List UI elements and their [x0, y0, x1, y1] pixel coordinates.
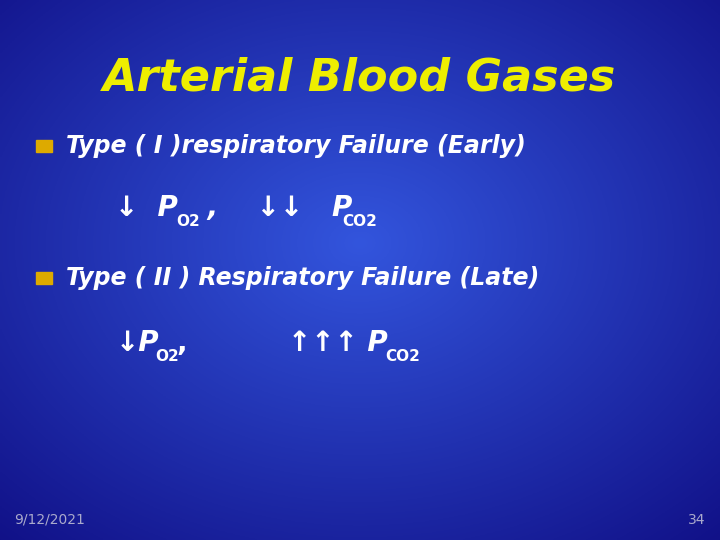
Bar	[36, 272, 52, 284]
Text: CO2: CO2	[342, 214, 377, 229]
Text: ,    ↓↓   P: , ↓↓ P	[198, 194, 352, 222]
Text: Arterial Blood Gases: Arterial Blood Gases	[104, 57, 616, 100]
Text: ,: ,	[176, 329, 187, 357]
Text: O2: O2	[176, 214, 200, 229]
Text: 9/12/2021: 9/12/2021	[14, 512, 85, 526]
Text: Type ( I )respiratory Failure (Early): Type ( I )respiratory Failure (Early)	[66, 134, 526, 158]
Text: 34: 34	[688, 512, 706, 526]
Text: ↓  P: ↓ P	[115, 194, 178, 222]
Text: Type ( II ) Respiratory Failure (Late): Type ( II ) Respiratory Failure (Late)	[66, 266, 539, 290]
Text: O2: O2	[155, 349, 179, 364]
Text: CO2: CO2	[385, 349, 420, 364]
Bar	[36, 140, 52, 152]
Text: ↑↑↑ P: ↑↑↑ P	[288, 329, 388, 357]
Text: ↓P: ↓P	[115, 329, 159, 357]
